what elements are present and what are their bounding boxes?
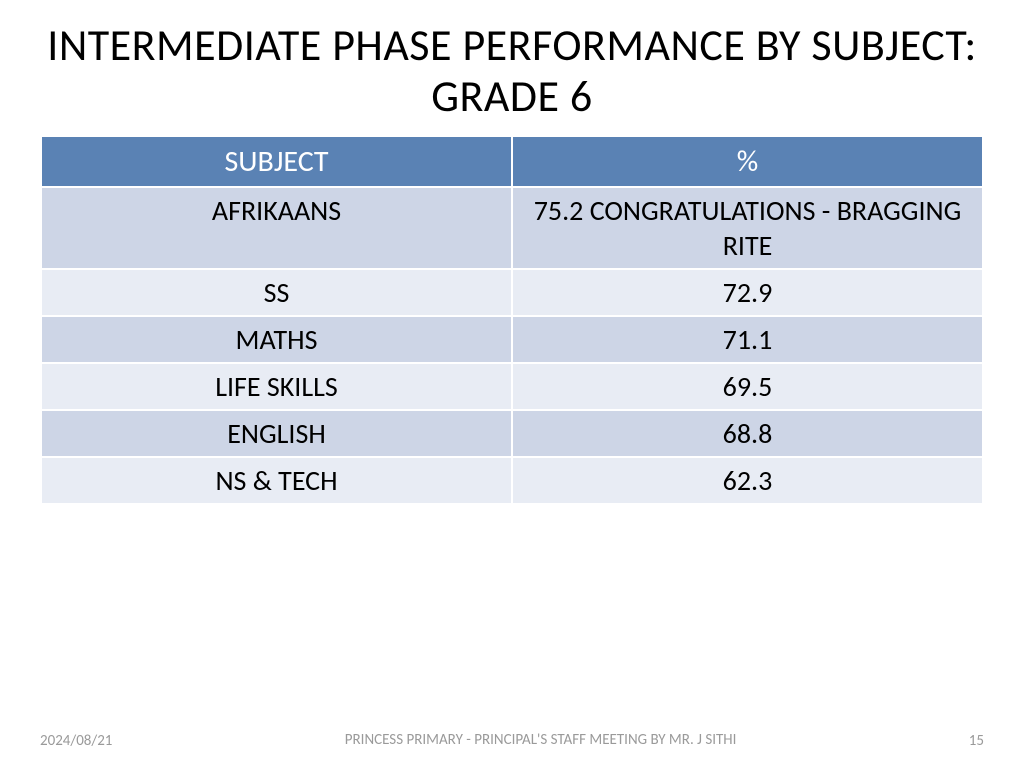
table-row: LIFE SKILLS 69.5 <box>41 363 983 410</box>
table-row: SS 72.9 <box>41 269 983 316</box>
slide-title: INTERMEDIATE PHASE PERFORMANCE BY SUBJEC… <box>40 20 984 121</box>
cell-percent: 71.1 <box>512 316 983 363</box>
cell-subject: AFRIKAANS <box>41 187 512 269</box>
cell-percent: 62.3 <box>512 457 983 504</box>
cell-subject: LIFE SKILLS <box>41 363 512 410</box>
performance-table: SUBJECT % AFRIKAANS 75.2 CONGRATULATIONS… <box>40 135 984 505</box>
col-header-subject: SUBJECT <box>41 136 512 187</box>
slide-footer: 2024/08/21 PRINCESS PRIMARY - PRINCIPAL'… <box>40 731 984 750</box>
footer-page-number: 15 <box>969 732 984 750</box>
footer-caption: PRINCESS PRIMARY - PRINCIPAL'S STAFF MEE… <box>112 731 968 750</box>
table-row: MATHS 71.1 <box>41 316 983 363</box>
table-row: NS & TECH 62.3 <box>41 457 983 504</box>
col-header-percent: % <box>512 136 983 187</box>
slide: INTERMEDIATE PHASE PERFORMANCE BY SUBJEC… <box>0 0 1024 768</box>
table-row: ENGLISH 68.8 <box>41 410 983 457</box>
footer-date: 2024/08/21 <box>40 732 112 750</box>
cell-percent: 68.8 <box>512 410 983 457</box>
table-header-row: SUBJECT % <box>41 136 983 187</box>
cell-subject: ENGLISH <box>41 410 512 457</box>
cell-subject: NS & TECH <box>41 457 512 504</box>
table-row: AFRIKAANS 75.2 CONGRATULATIONS - BRAGGIN… <box>41 187 983 269</box>
cell-subject: SS <box>41 269 512 316</box>
cell-percent: 75.2 CONGRATULATIONS - BRAGGING RITE <box>512 187 983 269</box>
cell-percent: 69.5 <box>512 363 983 410</box>
cell-percent: 72.9 <box>512 269 983 316</box>
cell-subject: MATHS <box>41 316 512 363</box>
